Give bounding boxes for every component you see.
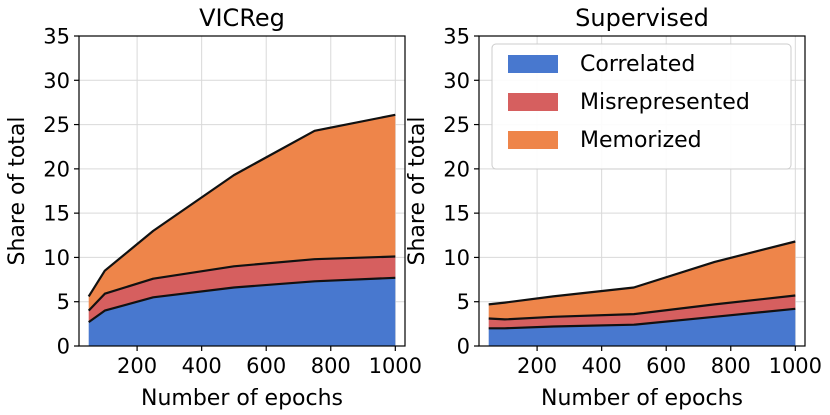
x-tick-label: 1000 bbox=[769, 354, 822, 378]
supervised-panel: 0 5 10 15 20 25 30 35 200 400 600 800 1000 Supervised… bbox=[405, 4, 822, 411]
y-tick-label: 30 bbox=[43, 69, 70, 93]
plot-frame bbox=[78, 35, 406, 347]
x-tick-label: 600 bbox=[646, 354, 686, 378]
legend-swatch-correlated bbox=[508, 55, 558, 73]
y-tick-label: 25 bbox=[43, 113, 70, 137]
y-tick-label: 10 bbox=[443, 246, 470, 270]
y-tick-label: 15 bbox=[43, 202, 70, 226]
y-tick-label: 5 bbox=[457, 290, 470, 314]
line-memorized bbox=[87, 113, 396, 297]
y-tick-label: 0 bbox=[57, 335, 70, 359]
line-correlated bbox=[488, 307, 796, 330]
y-tick-label: 15 bbox=[443, 202, 470, 226]
y-tick-label: 0 bbox=[457, 335, 470, 359]
x-axis-title: Number of epochs bbox=[141, 386, 343, 411]
area-memorized bbox=[88, 114, 396, 311]
chart-title: Supervised bbox=[575, 4, 709, 32]
line-misrepresented bbox=[87, 255, 396, 312]
plot-frame bbox=[478, 35, 806, 347]
y-tick-label: 30 bbox=[443, 69, 470, 93]
legend-label-misrepresented: Misrepresented bbox=[580, 90, 750, 115]
y-tick-label: 20 bbox=[443, 157, 470, 181]
x-axis-title: Number of epochs bbox=[541, 386, 743, 411]
x-tick-label: 400 bbox=[582, 354, 622, 378]
line-memorized bbox=[488, 240, 796, 306]
y-tick-label: 35 bbox=[43, 25, 70, 49]
legend-label-correlated: Correlated bbox=[580, 52, 695, 77]
y-axis-title: Share of total bbox=[5, 117, 30, 266]
x-tick-label: 200 bbox=[517, 354, 557, 378]
legend-swatch-misrepresented bbox=[508, 93, 558, 111]
y-tick-label: 35 bbox=[443, 25, 470, 49]
area-misrepresented bbox=[88, 256, 396, 323]
x-tick-label: 600 bbox=[246, 354, 286, 378]
legend-box bbox=[491, 43, 792, 170]
x-tick-label: 800 bbox=[311, 354, 351, 378]
x-tick-label: 800 bbox=[711, 354, 751, 378]
legend-label-memorized: Memorized bbox=[580, 128, 702, 153]
y-tick-label: 25 bbox=[443, 113, 470, 137]
line-misrepresented bbox=[488, 294, 796, 321]
vicreg-panel: 0 5 10 15 20 25 30 35 200 400 600 800 1000 VICReg Numb… bbox=[5, 4, 422, 411]
y-axis-title: Share of total bbox=[405, 117, 430, 266]
x-tick-label: 200 bbox=[117, 354, 157, 378]
area-correlated bbox=[488, 308, 796, 346]
legend: Correlated Misrepresented Memorized bbox=[491, 43, 792, 170]
x-tick-label: 1000 bbox=[369, 354, 422, 378]
legend-swatch-memorized bbox=[508, 131, 558, 149]
area-correlated bbox=[88, 277, 396, 346]
chart-title: VICReg bbox=[199, 4, 285, 32]
y-tick-label: 5 bbox=[57, 290, 70, 314]
area-misrepresented bbox=[488, 295, 796, 329]
x-tick-label: 400 bbox=[182, 354, 222, 378]
y-tick-label: 10 bbox=[43, 246, 70, 270]
line-correlated bbox=[88, 276, 396, 323]
y-tick-label: 20 bbox=[43, 157, 70, 181]
